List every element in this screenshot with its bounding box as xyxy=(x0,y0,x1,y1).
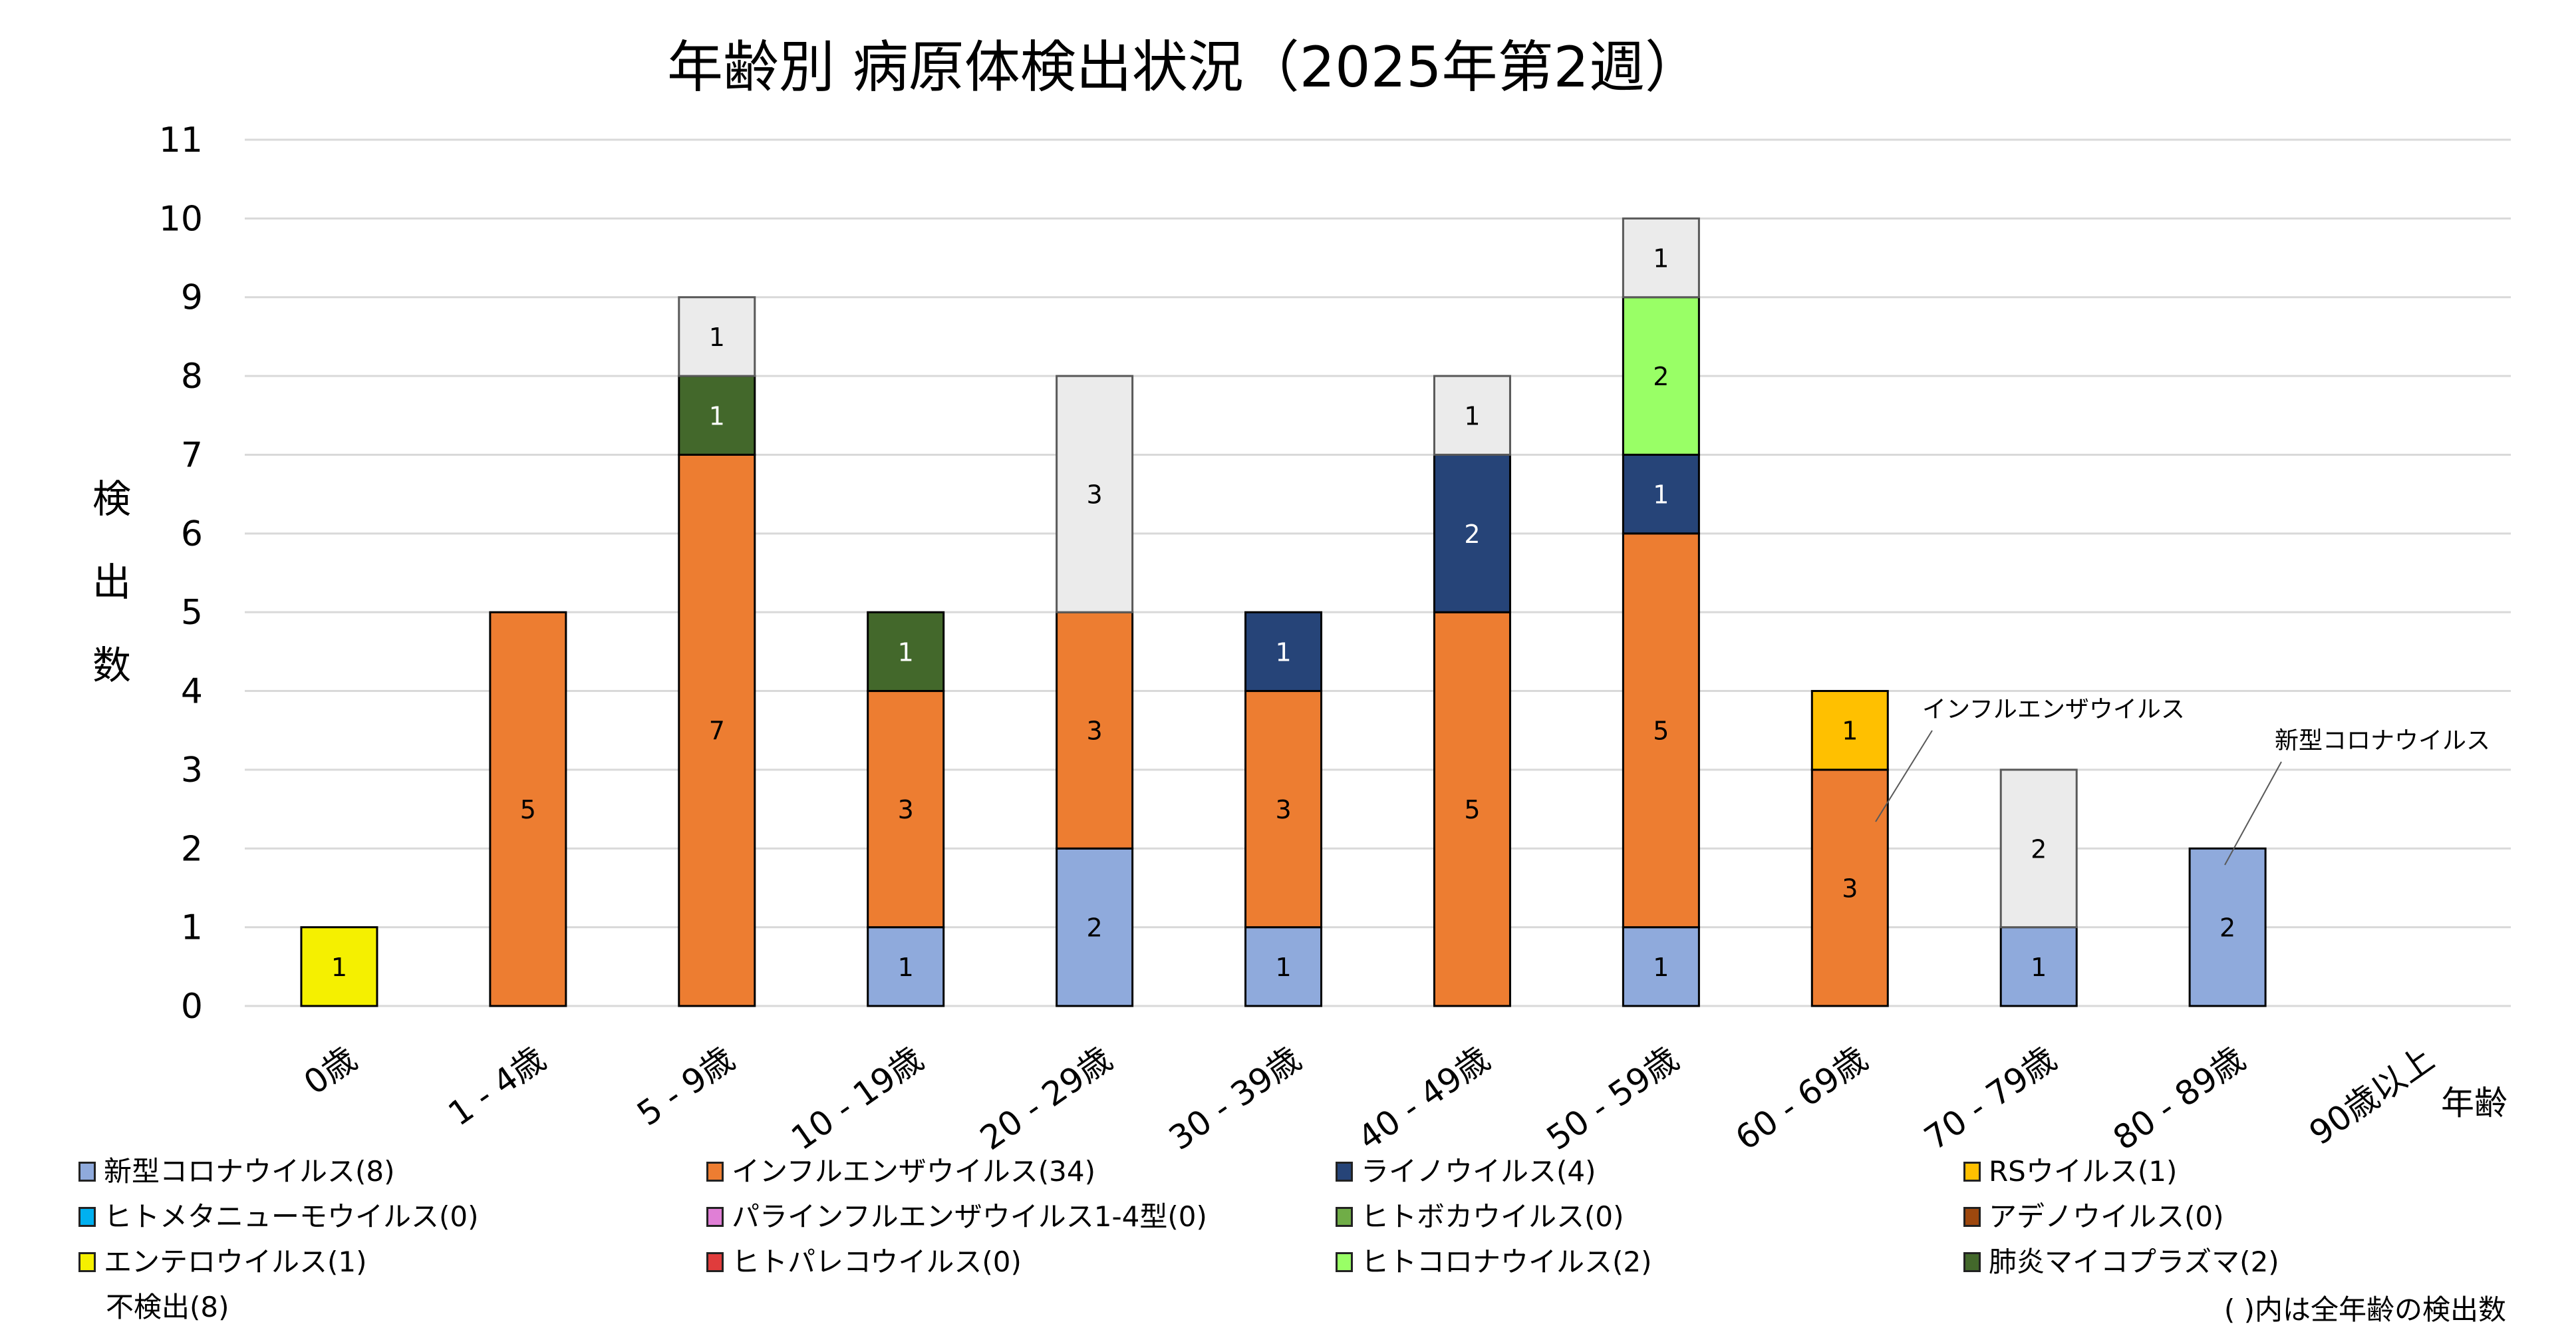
bar-segment xyxy=(1433,453,1511,613)
x-tick-label: 70 - 79歳 xyxy=(1918,1039,2063,1158)
bar-segment xyxy=(1810,768,1889,1007)
bar-segment xyxy=(1244,690,1323,929)
x-tick-label: 20 - 29歳 xyxy=(973,1039,1119,1158)
chart-title: 年齢別 病原体検出状況（2025年第2週） xyxy=(667,35,1701,100)
y-axis-title-char: 出 xyxy=(92,560,131,605)
data-label: 1 xyxy=(709,323,725,352)
x-tick-label: 90歳以上 xyxy=(2303,1039,2441,1152)
y-tick-label: 2 xyxy=(181,829,203,869)
x-tick-label: 30 - 39歳 xyxy=(1162,1039,1308,1158)
data-label: 2 xyxy=(1464,520,1480,549)
data-label: 1 xyxy=(898,637,914,667)
y-tick-label: 5 xyxy=(181,593,203,633)
bar-segment xyxy=(1056,611,1134,850)
data-label: 1 xyxy=(1275,953,1291,982)
bar-segment xyxy=(1433,375,1511,456)
y-tick-label: 10 xyxy=(159,199,203,239)
data-label: 1 xyxy=(2031,953,2047,982)
bar-segment xyxy=(1999,926,2078,1007)
data-label: 5 xyxy=(520,795,536,824)
data-label: 1 xyxy=(898,953,914,982)
data-label: 1 xyxy=(1275,637,1291,667)
y-tick-label: 11 xyxy=(159,120,203,160)
data-label: 1 xyxy=(1653,953,1669,982)
y-tick-label: 0 xyxy=(181,987,203,1027)
data-label: 3 xyxy=(1842,874,1858,903)
gridlines xyxy=(245,138,2511,1007)
y-axis-title-char: 数 xyxy=(92,643,131,688)
y-tick-label: 3 xyxy=(181,750,203,790)
bar-segment xyxy=(1244,926,1323,1007)
bar-segment xyxy=(867,611,945,693)
data-label: 2 xyxy=(1087,914,1103,943)
data-label: 1 xyxy=(1653,480,1669,510)
data-label: 5 xyxy=(1464,795,1480,824)
y-axis-ticks: 0 1 2 3 4 5 6 7 8 9 10 11 xyxy=(159,120,203,1027)
data-label: 1 xyxy=(331,953,347,982)
data-label: 3 xyxy=(1087,717,1103,746)
x-tick-label: 40 - 49歳 xyxy=(1351,1039,1497,1158)
data-label: 1 xyxy=(1464,401,1480,430)
bar-segment xyxy=(1622,296,1700,456)
x-tick-label: 5 - 9歳 xyxy=(631,1039,742,1133)
data-label: 3 xyxy=(1275,795,1291,824)
y-axis-title: 検出数 xyxy=(92,476,131,688)
data-label: 2 xyxy=(1653,362,1669,391)
footnote: ( )内は全年齢の検出数 xyxy=(2223,1293,2506,1326)
x-axis-title: 年齢 xyxy=(2441,1084,2507,1122)
y-tick-label: 6 xyxy=(181,514,203,554)
data-label: 3 xyxy=(898,795,914,824)
data-label: 3 xyxy=(1087,480,1103,510)
bar-segment xyxy=(1999,768,2078,929)
bar-segment xyxy=(1433,611,1511,1007)
annotation-label: インフルエンザウイルス xyxy=(1922,696,2185,723)
data-label: 1 xyxy=(1653,244,1669,273)
data-label: 1 xyxy=(1842,717,1858,746)
bars: 1 5 7 1 1 1 3 1 2 3 3 1 3 1 5 2 1 1 5 1 2 1 3 1 1 2 2 xyxy=(300,217,2267,1007)
bar-segment xyxy=(1244,611,1323,693)
x-tick-label: 50 - 59歳 xyxy=(1540,1039,1685,1158)
bar-segment xyxy=(678,296,756,377)
x-tick-label: 10 - 19歳 xyxy=(784,1039,930,1158)
data-label: 5 xyxy=(1653,717,1669,746)
bar-segment xyxy=(1810,690,1889,771)
data-label: 7 xyxy=(709,717,725,746)
bar-segment xyxy=(300,926,378,1007)
bar-segment xyxy=(2188,847,2267,1007)
y-axis-title-char: 検 xyxy=(92,476,131,522)
x-tick-label: 60 - 69歳 xyxy=(1729,1039,1874,1158)
data-label: 2 xyxy=(2219,914,2235,943)
y-tick-label: 7 xyxy=(181,435,203,475)
bar-segment xyxy=(489,611,567,1007)
x-tick-label: 1 - 4歳 xyxy=(442,1039,553,1133)
bar-segment xyxy=(867,690,945,929)
x-tick-label: 0歳 xyxy=(297,1039,364,1102)
x-tick-label: 80 - 89歳 xyxy=(2106,1039,2252,1158)
annotation-leader-line xyxy=(1875,730,1933,822)
annotation-leader-line xyxy=(2224,761,2282,866)
bar-segment xyxy=(867,926,945,1007)
y-tick-label: 8 xyxy=(181,357,203,397)
y-tick-label: 1 xyxy=(181,908,203,948)
x-axis-ticks: 0歳 1 - 4歳 5 - 9歳 10 - 19歳 20 - 29歳 30 - 39歳 40… xyxy=(297,1039,2441,1158)
bar-segment xyxy=(1622,217,1700,299)
annotation-label: 新型コロナウイルス xyxy=(2275,727,2490,754)
y-tick-label: 4 xyxy=(181,672,203,712)
bar-segment xyxy=(1056,375,1134,613)
y-tick-label: 9 xyxy=(181,278,203,318)
data-label: 2 xyxy=(2031,834,2047,864)
bar-segment xyxy=(1622,453,1700,535)
data-label: 1 xyxy=(709,401,725,430)
